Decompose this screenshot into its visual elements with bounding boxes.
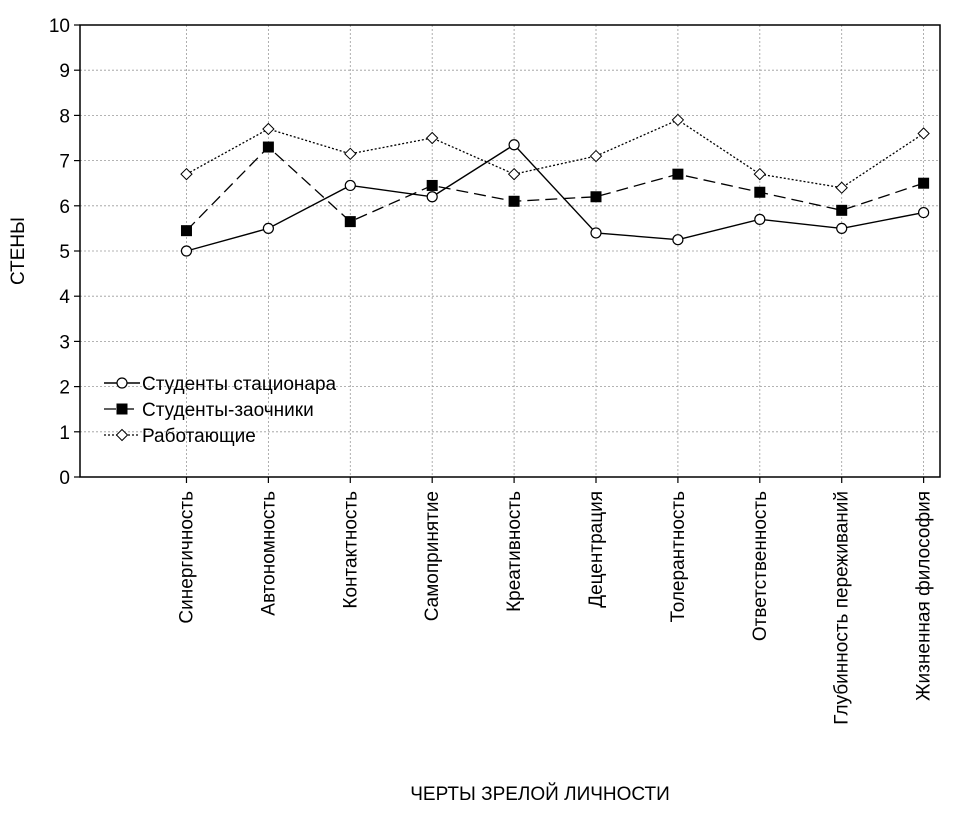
y-tick-label: 4 — [59, 287, 70, 308]
data-point — [918, 206, 930, 219]
data-series — [180, 113, 930, 257]
data-point — [835, 181, 848, 194]
data-point — [344, 147, 357, 161]
legend-swatch-marker — [116, 403, 128, 415]
data-point — [836, 222, 848, 234]
series-open-circle — [180, 139, 930, 257]
legend: Студенты стационара Студенты-заочники Рабо… — [104, 374, 337, 447]
legend-label: Студенты-заочники — [142, 400, 314, 421]
y-tick-label: 6 — [59, 197, 70, 218]
x-tick-label: Контактность — [340, 491, 361, 609]
series-line — [186, 143, 924, 252]
gridlines — [80, 25, 940, 477]
x-tick-label: Глубинность переживаний — [832, 491, 853, 725]
x-tick-label: Синергичность — [176, 491, 197, 624]
data-point — [672, 234, 684, 246]
data-point — [917, 127, 930, 140]
series-filled-square — [180, 141, 930, 237]
data-point — [508, 195, 520, 207]
data-point — [836, 204, 848, 216]
y-tick-label: 0 — [59, 468, 70, 489]
data-point — [672, 168, 684, 180]
series-open-diamond — [180, 113, 930, 194]
data-point — [426, 191, 438, 203]
data-point — [262, 122, 275, 136]
x-tick-label: Децентрация — [586, 491, 607, 608]
y-tick-label: 10 — [49, 16, 70, 37]
data-point — [344, 179, 356, 192]
x-axis-title: ЧЕРТЫ ЗРЕЛОЙ ЛИЧНОСТИ — [410, 783, 670, 805]
x-tick-label: Жизненная философия — [914, 491, 935, 701]
data-point — [425, 131, 439, 145]
data-point — [507, 167, 521, 181]
y-tick-label: 5 — [59, 242, 70, 263]
data-point — [262, 141, 274, 153]
data-point — [180, 167, 193, 181]
data-point — [590, 227, 602, 239]
data-point — [754, 213, 766, 225]
x-tick-label: Креативность — [504, 491, 525, 612]
data-point — [426, 179, 438, 191]
data-point — [180, 245, 193, 257]
y-axis-ticks: 0 1 2 3 4 5 6 7 8 9 10 — [49, 16, 80, 489]
x-tick-label: Толерантность — [668, 491, 689, 623]
data-point — [262, 222, 274, 234]
x-tick-label: Самопринятие — [422, 491, 443, 621]
legend-swatch-marker — [115, 428, 129, 442]
legend-label: Студенты стационара — [142, 374, 337, 395]
series-line — [186, 119, 924, 189]
data-point — [753, 167, 767, 181]
data-point — [918, 177, 930, 189]
y-axis-title: СТЕНЫ — [8, 217, 29, 285]
y-tick-label: 2 — [59, 378, 70, 399]
data-point — [671, 113, 685, 127]
legend-item: Студенты-заочники — [104, 400, 314, 421]
x-tick-label: Ответственность — [750, 491, 771, 641]
data-point — [344, 216, 356, 228]
data-point — [508, 139, 520, 151]
data-point — [590, 191, 602, 203]
x-tick-label: Автономность — [258, 491, 279, 616]
legend-label: Работающие — [142, 426, 256, 447]
legend-swatch-marker — [116, 377, 128, 389]
y-tick-label: 1 — [59, 423, 70, 444]
y-tick-label: 7 — [59, 152, 70, 173]
legend-item: Работающие — [104, 426, 256, 447]
y-tick-label: 3 — [59, 332, 70, 353]
data-point — [589, 149, 603, 163]
legend-item: Студенты стационара — [104, 374, 337, 395]
data-point — [754, 186, 766, 198]
series-line — [186, 146, 924, 232]
data-point — [180, 225, 192, 237]
y-tick-label: 9 — [59, 61, 70, 82]
x-axis-ticks: Синергичность Автономность Контактность Сам… — [176, 477, 935, 725]
y-tick-label: 8 — [59, 106, 70, 127]
